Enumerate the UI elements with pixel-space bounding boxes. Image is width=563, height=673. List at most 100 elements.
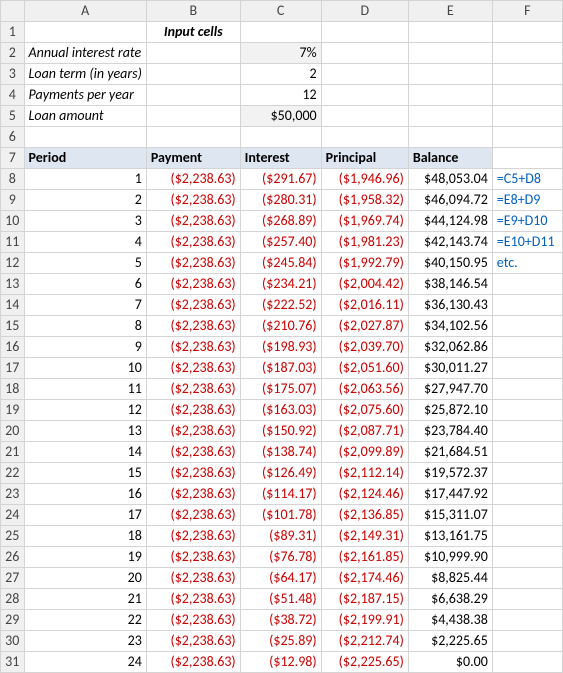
interest-cell[interactable]: ($89.31) <box>240 526 321 547</box>
cell-e3[interactable] <box>408 64 492 85</box>
principal-cell[interactable]: ($2,112.14) <box>321 463 408 484</box>
principal-cell[interactable]: ($2,187.15) <box>321 589 408 610</box>
payment-cell[interactable]: ($2,238.63) <box>146 568 240 589</box>
cell-e6[interactable] <box>408 127 492 148</box>
row-header-15[interactable]: 15 <box>1 316 25 337</box>
balance-cell[interactable]: $46,094.72 <box>408 190 492 211</box>
period-cell[interactable]: 14 <box>24 442 146 463</box>
cell-c1[interactable] <box>240 22 321 43</box>
payment-cell[interactable]: ($2,238.63) <box>146 190 240 211</box>
payment-cell[interactable]: ($2,238.63) <box>146 484 240 505</box>
col-header-D[interactable]: D <box>321 1 408 22</box>
principal-cell[interactable]: ($2,161.85) <box>321 547 408 568</box>
balance-cell[interactable]: $25,872.10 <box>408 400 492 421</box>
balance-cell[interactable]: $32,062.86 <box>408 337 492 358</box>
cell-f1[interactable] <box>492 22 562 43</box>
row-header-21[interactable]: 21 <box>1 442 25 463</box>
payment-cell[interactable]: ($2,238.63) <box>146 232 240 253</box>
principal-cell[interactable]: ($1,969.74) <box>321 211 408 232</box>
row-header-9[interactable]: 9 <box>1 190 25 211</box>
cell-f4[interactable] <box>492 85 562 106</box>
period-cell[interactable]: 13 <box>24 421 146 442</box>
principal-cell[interactable]: ($2,225.65) <box>321 652 408 673</box>
col-header-B[interactable]: B <box>146 1 240 22</box>
interest-cell[interactable]: ($114.17) <box>240 484 321 505</box>
row-header-7[interactable]: 7 <box>1 148 25 169</box>
balance-cell[interactable]: $23,784.40 <box>408 421 492 442</box>
interest-cell[interactable]: ($210.76) <box>240 316 321 337</box>
payment-cell[interactable]: ($2,238.63) <box>146 442 240 463</box>
principal-cell[interactable]: ($2,016.11) <box>321 295 408 316</box>
cell-d2[interactable] <box>321 43 408 64</box>
row-header-24[interactable]: 24 <box>1 505 25 526</box>
row-header-23[interactable]: 23 <box>1 484 25 505</box>
balance-cell[interactable]: $8,825.44 <box>408 568 492 589</box>
period-cell[interactable]: 18 <box>24 526 146 547</box>
period-cell[interactable]: 19 <box>24 547 146 568</box>
interest-cell[interactable]: ($51.48) <box>240 589 321 610</box>
row-header-17[interactable]: 17 <box>1 358 25 379</box>
payment-cell[interactable]: ($2,238.63) <box>146 274 240 295</box>
payment-cell[interactable]: ($2,238.63) <box>146 337 240 358</box>
balance-cell[interactable]: $44,124.98 <box>408 211 492 232</box>
interest-cell[interactable]: ($175.07) <box>240 379 321 400</box>
period-cell[interactable]: 7 <box>24 295 146 316</box>
balance-cell[interactable]: $30,011.27 <box>408 358 492 379</box>
balance-cell[interactable]: $6,638.29 <box>408 589 492 610</box>
row-header-5[interactable]: 5 <box>1 106 25 127</box>
row-header-11[interactable]: 11 <box>1 232 25 253</box>
input-value-rateValue[interactable]: 7% <box>240 43 321 64</box>
row-header-3[interactable]: 3 <box>1 64 25 85</box>
payment-cell[interactable]: ($2,238.63) <box>146 589 240 610</box>
payment-cell[interactable]: ($2,238.63) <box>146 253 240 274</box>
row-header-26[interactable]: 26 <box>1 547 25 568</box>
balance-cell[interactable]: $4,438.38 <box>408 610 492 631</box>
balance-cell[interactable]: $17,447.92 <box>408 484 492 505</box>
cell-f2[interactable] <box>492 43 562 64</box>
period-cell[interactable]: 21 <box>24 589 146 610</box>
row-header-27[interactable]: 27 <box>1 568 25 589</box>
period-cell[interactable]: 22 <box>24 610 146 631</box>
cell-e4[interactable] <box>408 85 492 106</box>
interest-cell[interactable]: ($38.72) <box>240 610 321 631</box>
period-cell[interactable]: 2 <box>24 190 146 211</box>
balance-cell[interactable]: $36,130.43 <box>408 295 492 316</box>
cell-d6[interactable] <box>321 127 408 148</box>
period-cell[interactable]: 11 <box>24 379 146 400</box>
row-header-6[interactable]: 6 <box>1 127 25 148</box>
principal-cell[interactable]: ($2,174.46) <box>321 568 408 589</box>
payment-cell[interactable]: ($2,238.63) <box>146 169 240 190</box>
interest-cell[interactable]: ($245.84) <box>240 253 321 274</box>
payment-cell[interactable]: ($2,238.63) <box>146 526 240 547</box>
cell-b5[interactable] <box>146 106 240 127</box>
cell-f3[interactable] <box>492 64 562 85</box>
interest-cell[interactable]: ($126.49) <box>240 463 321 484</box>
row-header-19[interactable]: 19 <box>1 400 25 421</box>
cell-a6[interactable] <box>24 127 146 148</box>
period-cell[interactable]: 1 <box>24 169 146 190</box>
row-header-18[interactable]: 18 <box>1 379 25 400</box>
row-header-12[interactable]: 12 <box>1 253 25 274</box>
cell-f7[interactable] <box>492 148 562 169</box>
principal-cell[interactable]: ($2,063.56) <box>321 379 408 400</box>
cell-b2[interactable] <box>146 43 240 64</box>
interest-cell[interactable]: ($187.03) <box>240 358 321 379</box>
balance-cell[interactable]: $38,146.54 <box>408 274 492 295</box>
balance-cell[interactable]: $21,684.51 <box>408 442 492 463</box>
input-value-termValue[interactable]: 2 <box>240 64 321 85</box>
principal-cell[interactable]: ($2,212.74) <box>321 631 408 652</box>
cell-b6[interactable] <box>146 127 240 148</box>
col-header-C[interactable]: C <box>240 1 321 22</box>
input-value-amountValue[interactable]: $50,000 <box>240 106 321 127</box>
payment-cell[interactable]: ($2,238.63) <box>146 295 240 316</box>
col-header-A[interactable]: A <box>24 1 146 22</box>
interest-cell[interactable]: ($268.89) <box>240 211 321 232</box>
balance-cell[interactable]: $15,311.07 <box>408 505 492 526</box>
payment-cell[interactable]: ($2,238.63) <box>146 505 240 526</box>
interest-cell[interactable]: ($76.78) <box>240 547 321 568</box>
principal-cell[interactable]: ($2,199.91) <box>321 610 408 631</box>
interest-cell[interactable]: ($150.92) <box>240 421 321 442</box>
period-cell[interactable]: 8 <box>24 316 146 337</box>
principal-cell[interactable]: ($2,099.89) <box>321 442 408 463</box>
period-cell[interactable]: 15 <box>24 463 146 484</box>
